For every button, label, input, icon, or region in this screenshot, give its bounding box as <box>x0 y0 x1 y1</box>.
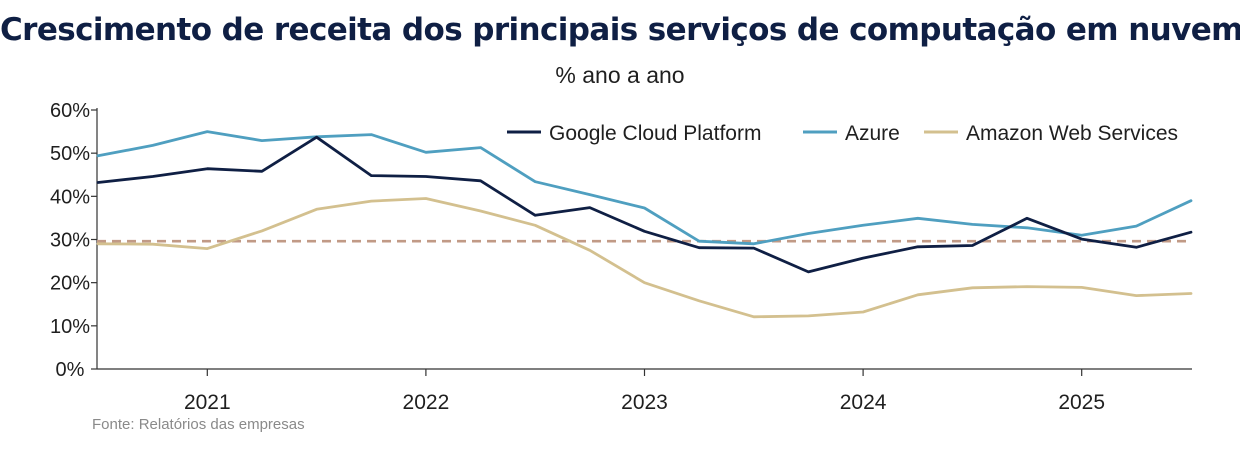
legend-label: Azure <box>845 122 900 145</box>
y-tick-label: 20% <box>50 273 90 295</box>
source-note: Fonte: Relatórios das empresas <box>92 416 305 433</box>
series-line-azure <box>96 130 1193 246</box>
y-tick-label: 40% <box>50 186 90 208</box>
x-tick-label: 2023 <box>621 391 668 414</box>
chart-title: Crescimento de receita dos principais se… <box>0 12 1240 48</box>
x-tick-label: 2025 <box>1058 391 1105 414</box>
series-line-amazon-web-services <box>96 197 1193 319</box>
chart-subtitle: % ano a ano <box>555 62 685 88</box>
x-tick-label: 2021 <box>184 391 231 414</box>
legend-label: Google Cloud Platform <box>549 122 761 145</box>
y-tick-label: 60% <box>50 100 90 122</box>
y-tick-label: 30% <box>50 230 90 252</box>
x-tick-label: 2024 <box>840 391 887 414</box>
y-tick-label: 50% <box>50 143 90 165</box>
x-tick-label: 2022 <box>403 391 450 414</box>
legend-label: Amazon Web Services <box>966 122 1178 145</box>
series-line-google-cloud-platform <box>96 135 1193 274</box>
y-tick-label: 10% <box>50 316 90 338</box>
y-tick-label: 0% <box>56 359 85 381</box>
